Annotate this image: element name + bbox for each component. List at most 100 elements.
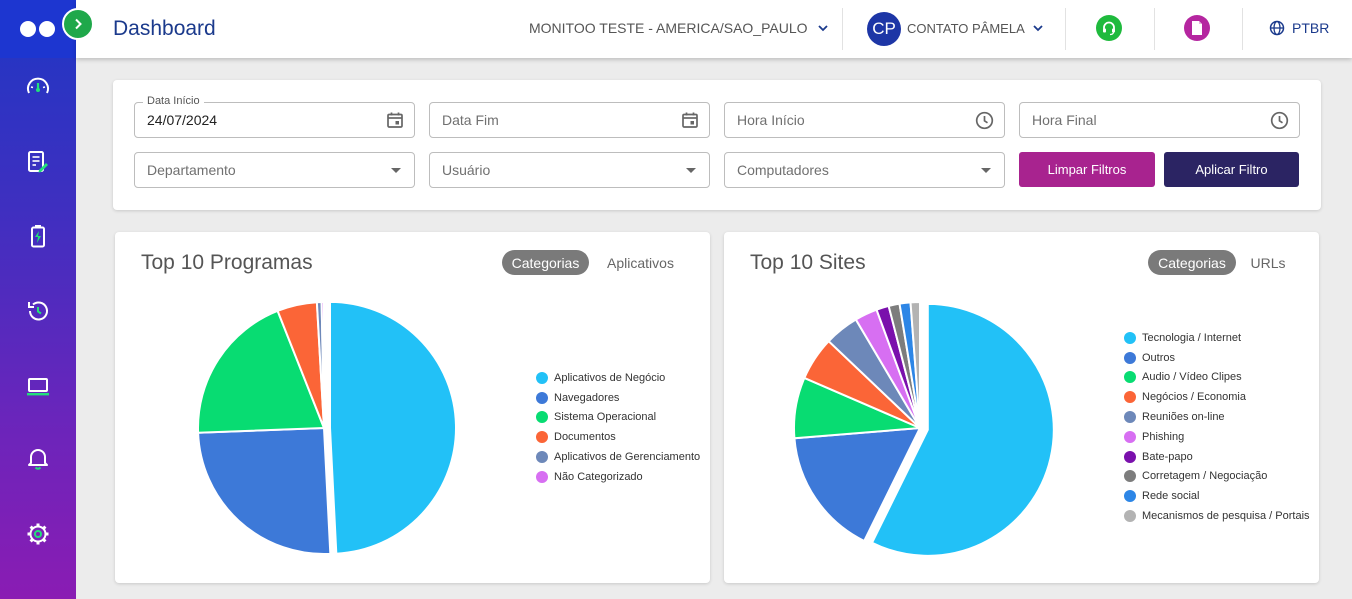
dropdown-arrow-icon xyxy=(391,168,401,173)
pie-slice-outros[interactable] xyxy=(793,426,922,543)
clock-icon[interactable] xyxy=(1270,111,1289,130)
dropdown-arrow-icon xyxy=(686,168,696,173)
language-select[interactable]: PTBR xyxy=(1269,20,1329,36)
calendar-icon[interactable] xyxy=(681,111,699,129)
computers-placeholder: Computadores xyxy=(737,162,829,178)
laptop-icon xyxy=(27,378,49,396)
legend-item-audio-video-clipes[interactable]: Audio / Vídeo Clipes xyxy=(1124,368,1310,388)
sidebar-item-dashboard[interactable] xyxy=(0,63,76,113)
page-title: Dashboard xyxy=(113,17,216,40)
sidebar-item-history[interactable] xyxy=(0,286,76,336)
programs-legend: Aplicativos de Negócio Navegadores Sistema… xyxy=(536,368,700,487)
chevron-down-icon xyxy=(817,24,828,31)
end-date-placeholder: Data Fim xyxy=(442,112,499,128)
speedometer-icon xyxy=(27,77,49,94)
avatar[interactable]: CP xyxy=(867,12,901,46)
legend-swatch xyxy=(1124,371,1136,384)
start-date-value: 24/07/2024 xyxy=(147,112,218,128)
sidebar-item-productivity[interactable] xyxy=(0,211,76,261)
clear-filters-button[interactable]: Limpar Filtros xyxy=(1019,152,1155,187)
pie-slice-aplicativos-de-negocio[interactable] xyxy=(328,300,457,555)
header-divider xyxy=(842,8,843,50)
sidebar-item-alerts[interactable] xyxy=(0,433,76,483)
department-select[interactable]: Departamento xyxy=(134,152,415,188)
logo-dot-right xyxy=(39,21,55,37)
pie-slice-nao-categorizado[interactable] xyxy=(320,300,325,429)
documents-button[interactable] xyxy=(1184,15,1210,41)
start-date-field[interactable]: Data Início 24/07/2024 xyxy=(134,95,415,138)
pie-slice-mecanismos-de-pesquisa-portais[interactable] xyxy=(909,300,921,429)
legend-item-sistema-operacional[interactable]: Sistema Operacional xyxy=(536,408,700,428)
legend-swatch xyxy=(536,451,548,464)
legend-item-aplicativos-de-gerenciamento[interactable]: Aplicativos de Gerenciamento xyxy=(536,447,700,467)
calendar-icon[interactable] xyxy=(386,111,404,129)
legend-label: Audio / Vídeo Clipes xyxy=(1142,371,1242,384)
chevron-down-icon xyxy=(1033,25,1043,32)
legend-label: Navegadores xyxy=(554,391,620,404)
legend-item-corretagem-negociacao[interactable]: Corretagem / Negociação xyxy=(1124,467,1310,487)
user-menu[interactable]: CONTATO PÂMELA xyxy=(907,21,1043,36)
legend-label: Documentos xyxy=(554,431,616,444)
legend-label: Mecanismos de pesquisa / Portais xyxy=(1142,510,1310,523)
dropdown-arrow-icon xyxy=(981,168,991,173)
header-divider xyxy=(1065,8,1066,50)
sidebar-item-reports[interactable] xyxy=(0,137,76,187)
chevron-right-icon xyxy=(75,18,82,30)
legend-label: Sistema Operacional xyxy=(554,411,657,424)
tab-applications[interactable]: Aplicativos xyxy=(607,254,674,271)
sidebar xyxy=(0,0,76,599)
end-date-field[interactable]: Data Fim xyxy=(429,102,710,138)
header-divider xyxy=(1242,8,1243,50)
sites-pie-chart xyxy=(793,300,1055,557)
clock-icon[interactable] xyxy=(975,111,994,130)
sidebar-item-settings[interactable] xyxy=(0,509,76,559)
support-button[interactable] xyxy=(1096,15,1122,41)
report-edit-icon xyxy=(28,151,48,173)
legend-swatch xyxy=(1124,331,1136,344)
legend-item-negocios-economia[interactable]: Negócios / Economia xyxy=(1124,387,1310,407)
sidebar-item-computers[interactable] xyxy=(0,361,76,411)
legend-item-reunioes-on-line[interactable]: Reuniões on-line xyxy=(1124,407,1310,427)
legend-label: Aplicativos de Gerenciamento xyxy=(554,451,701,464)
user-name: CONTATO PÂMELA xyxy=(907,21,1025,36)
tab-categories[interactable]: Categorias xyxy=(502,250,589,275)
legend-label: Rede social xyxy=(1142,490,1200,503)
tab-urls[interactable]: URLs xyxy=(1250,254,1286,271)
legend-swatch xyxy=(1124,510,1136,523)
tab-categories[interactable]: Categorias xyxy=(1148,250,1236,275)
gear-icon xyxy=(27,523,49,545)
legend-label: Aplicativos de Negócio xyxy=(554,371,666,384)
pie-slice-sistema-operacional[interactable] xyxy=(197,309,326,434)
top-header: Dashboard MONITOO TESTE - AMERICA/SAO_PA… xyxy=(76,0,1352,58)
pie-slice-tecnologia-internet[interactable] xyxy=(870,302,1055,557)
apply-filter-button[interactable]: Aplicar Filtro xyxy=(1164,152,1299,187)
pie-slice-navegadores[interactable] xyxy=(197,426,332,555)
start-time-field[interactable]: Hora Início xyxy=(724,102,1005,138)
legend-item-documentos[interactable]: Documentos xyxy=(536,427,700,447)
legend-item-bate-papo[interactable]: Bate-papo xyxy=(1124,447,1310,467)
user-select[interactable]: Usuário xyxy=(429,152,710,188)
legend-label: Phishing xyxy=(1142,430,1185,443)
legend-label: Reuniões on-line xyxy=(1142,411,1225,424)
user-placeholder: Usuário xyxy=(442,162,491,178)
card-title: Top 10 Sites xyxy=(750,251,866,274)
legend-item-outros[interactable]: Outros xyxy=(1124,348,1310,368)
legend-swatch xyxy=(1124,450,1136,463)
top-sites-card: Top 10 Sites Categorias URLs Tecnologia … xyxy=(724,232,1319,583)
sidebar-toggle-button[interactable] xyxy=(62,8,94,40)
legend-swatch xyxy=(1124,411,1136,424)
legend-label: Bate-papo xyxy=(1142,450,1193,463)
company-timezone-select[interactable]: MONITOO TESTE - AMERICA/SAO_PAULO xyxy=(529,20,828,36)
computers-select[interactable]: Computadores xyxy=(724,152,1005,188)
end-time-field[interactable]: Hora Final xyxy=(1019,102,1300,138)
legend-swatch xyxy=(1124,351,1136,364)
legend-item-aplicativos-de-negocio[interactable]: Aplicativos de Negócio xyxy=(536,368,700,388)
legend-item-phishing[interactable]: Phishing xyxy=(1124,427,1310,447)
department-placeholder: Departamento xyxy=(147,162,236,178)
legend-item-tecnologia-internet[interactable]: Tecnologia / Internet xyxy=(1124,328,1310,348)
legend-item-mecanismos-de-pesquisa-portais[interactable]: Mecanismos de pesquisa / Portais xyxy=(1124,506,1310,526)
legend-item-nao-categorizado[interactable]: Não Categorizado xyxy=(536,467,700,487)
bell-icon xyxy=(28,449,48,470)
legend-item-rede-social[interactable]: Rede social xyxy=(1124,486,1310,506)
legend-item-navegadores[interactable]: Navegadores xyxy=(536,388,700,408)
